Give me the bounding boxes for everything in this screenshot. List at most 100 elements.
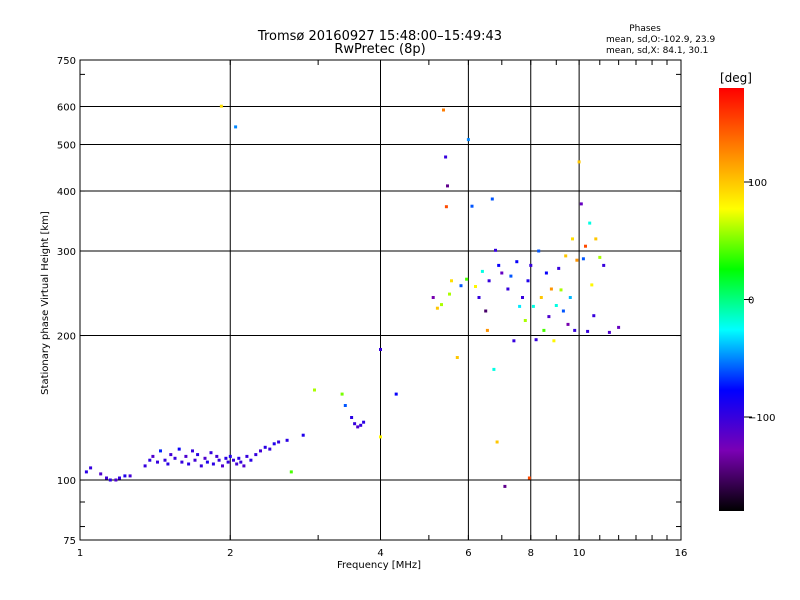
data-point	[123, 474, 127, 478]
data-point	[564, 254, 568, 258]
data-point	[173, 456, 177, 460]
data-point	[263, 445, 267, 449]
data-point	[523, 319, 527, 322]
data-point	[219, 104, 223, 108]
data-point	[234, 125, 238, 129]
data-point	[537, 249, 541, 253]
colorbar-tick-label: −100	[748, 413, 775, 424]
colorbar: [deg] 100 0 −100	[719, 71, 775, 511]
data-point	[588, 221, 592, 225]
data-point	[547, 315, 551, 319]
header: Tromsø 20160927 15:48:00–15:49:43 RwPret…	[257, 24, 716, 57]
data-point	[105, 476, 108, 480]
data-point	[527, 476, 531, 480]
data-point	[470, 204, 474, 208]
legend-line-o: mean, sd,O:-102.9, 23.9	[606, 35, 716, 45]
data-point	[226, 460, 230, 464]
data-point	[177, 447, 181, 451]
data-point	[394, 392, 398, 396]
data-point	[108, 478, 112, 482]
data-point	[539, 296, 543, 299]
data-point	[559, 288, 563, 292]
data-point	[242, 464, 246, 468]
data-point	[485, 328, 489, 332]
data-point	[169, 453, 173, 457]
y-tick-label: 500	[57, 141, 76, 152]
data-point	[114, 478, 118, 482]
data-point	[495, 440, 499, 444]
data-point	[484, 309, 488, 313]
data-point	[128, 474, 132, 478]
colorbar-ticks: 100 0 −100	[744, 178, 775, 424]
chart-subtitle: RwPretec (8p)	[334, 42, 425, 57]
data-point	[534, 338, 538, 342]
colorbar-tick-label: 0	[748, 296, 754, 307]
data-point	[362, 420, 366, 424]
legend-title: Phases	[629, 24, 661, 34]
data-point	[156, 460, 159, 464]
data-point	[573, 328, 577, 332]
data-point	[579, 202, 583, 206]
plot-area: 1 2 4 6 8 10 16 75 100 200 300 400 500 600 750	[57, 56, 687, 559]
data-point	[249, 458, 253, 462]
data-point	[245, 454, 249, 458]
y-tick-label: 75	[63, 536, 76, 547]
data-point	[313, 388, 316, 392]
x-tick-label: 6	[465, 548, 471, 559]
x-tick-label: 2	[227, 548, 233, 559]
data-point	[235, 462, 239, 466]
data-point	[215, 454, 219, 458]
data-point	[549, 287, 553, 291]
data-point	[254, 453, 258, 457]
chart-title: Tromsø 20160927 15:48:00–15:49:43	[257, 29, 502, 44]
data-point	[529, 263, 533, 267]
data-point	[446, 184, 449, 188]
data-point	[575, 258, 579, 262]
data-point	[515, 260, 519, 264]
data-point	[268, 447, 272, 451]
data-point	[285, 438, 289, 442]
data-point	[224, 456, 228, 460]
x-tick-label: 16	[675, 548, 688, 559]
x-tick-label: 10	[573, 548, 586, 559]
y-tick-label: 400	[57, 187, 76, 198]
data-point	[512, 339, 516, 343]
data-point	[350, 416, 354, 419]
data-point	[617, 325, 621, 329]
data-point	[492, 367, 496, 371]
data-point	[199, 464, 203, 468]
data-point	[196, 453, 200, 457]
data-point	[353, 422, 357, 426]
data-point	[465, 277, 469, 281]
data-point	[440, 303, 443, 307]
data-point	[544, 271, 548, 275]
data-point	[221, 464, 224, 468]
data-point	[577, 160, 581, 164]
axis-ticks: 1 2 4 6 8 10 16 75 100 200 300 400 500 600 750	[57, 56, 687, 559]
data-point	[209, 451, 213, 455]
data-point	[466, 138, 470, 142]
data-point	[490, 197, 494, 201]
x-tick-label: 4	[377, 548, 383, 559]
data-point	[239, 460, 243, 464]
data-point	[99, 472, 103, 476]
data-point	[444, 155, 448, 159]
data-point	[259, 449, 262, 453]
data-point	[509, 274, 513, 278]
data-point	[592, 314, 596, 318]
data-point	[444, 205, 448, 209]
y-tick-label: 750	[57, 56, 76, 67]
data-point	[166, 462, 170, 466]
data-point	[552, 339, 556, 343]
data-point	[184, 454, 188, 458]
data-point	[159, 449, 162, 453]
data-point	[542, 328, 546, 332]
data-point	[531, 304, 535, 308]
y-tick-label: 200	[57, 332, 76, 343]
data-point	[193, 458, 197, 462]
data-point	[581, 257, 585, 261]
data-point	[211, 462, 215, 466]
data-point	[487, 279, 491, 283]
data-point	[557, 266, 561, 270]
